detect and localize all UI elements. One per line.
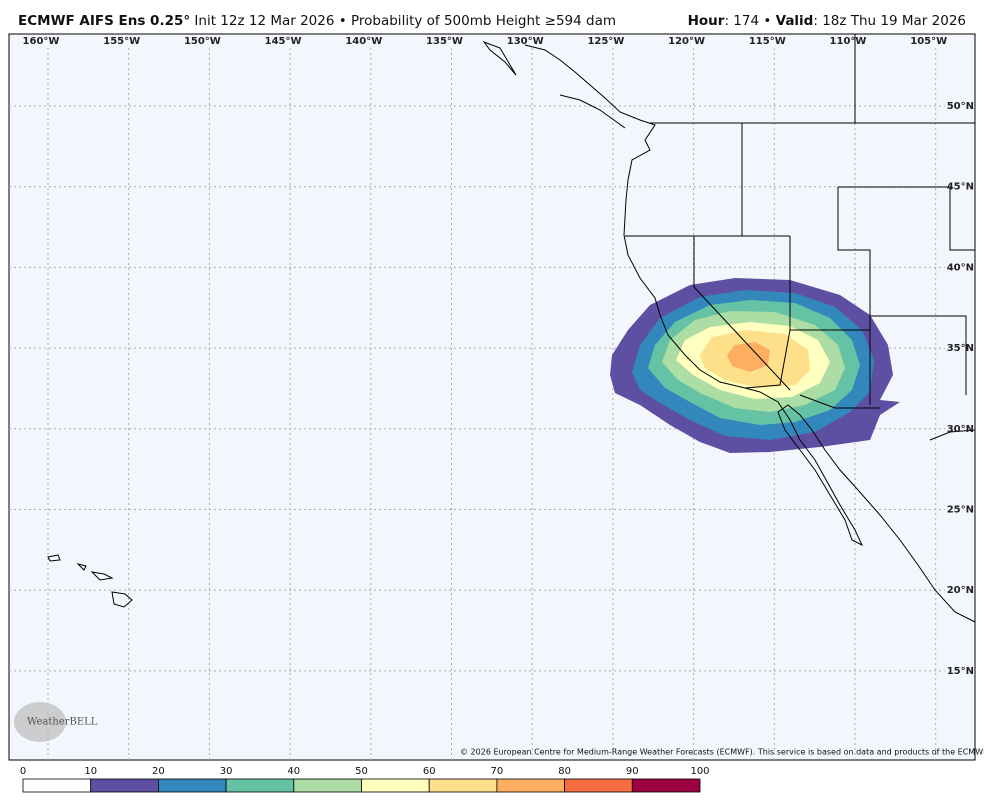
colorbar-swatch <box>225 778 295 793</box>
colorbar-swatch <box>293 778 362 793</box>
header-left: ECMWF AIFS Ens 0.25° Init 12z 12 Mar 202… <box>18 13 616 29</box>
colorbar-tick: 70 <box>491 766 504 777</box>
logo-globe <box>14 702 66 742</box>
lat-label: 45°N <box>947 182 974 193</box>
lon-label: 160°W <box>23 36 60 47</box>
lat-label: 50°N <box>947 101 974 112</box>
colorbar-tick: 20 <box>152 766 165 777</box>
probability-field <box>610 278 900 453</box>
colorbar-swatch <box>22 778 92 793</box>
valid-label: Valid <box>776 13 814 29</box>
colorbar-swatch <box>631 778 701 793</box>
description: Init 12z 12 Mar 2026 • Probability of 50… <box>194 13 616 29</box>
colorbar-tick: 10 <box>84 766 97 777</box>
hour-value: : 174 • <box>724 13 771 29</box>
lat-label: 15°N <box>947 666 974 677</box>
colorbar-tick: 80 <box>558 766 571 777</box>
logo: WeatherBELL <box>27 717 98 728</box>
graticule <box>9 48 945 760</box>
colorbar-tick: 40 <box>287 766 300 777</box>
lon-label: 145°W <box>265 36 302 47</box>
lat-label: 35°N <box>947 343 974 354</box>
lon-label: 140°W <box>345 36 382 47</box>
prob-70 <box>727 342 770 372</box>
model: ECMWF AIFS Ens 0.25° <box>18 13 190 29</box>
lon-label: 110°W <box>830 36 867 47</box>
colorbar-swatch <box>157 778 227 793</box>
colorbar-swatch <box>496 778 565 793</box>
colorbar-swatch <box>361 778 430 793</box>
lon-label: 115°W <box>749 36 786 47</box>
lon-label: 135°W <box>426 36 463 47</box>
colorbar-tick: 30 <box>220 766 233 777</box>
lat-label: 20°N <box>947 585 974 596</box>
header-right: Hour: 174 • Valid: 18z Thu 19 Mar 2026 <box>688 13 966 29</box>
copyright: © 2026 European Centre for Medium-Range … <box>460 748 984 757</box>
hour-label: Hour <box>688 13 725 29</box>
coastlines <box>47 34 976 623</box>
lon-label: 105°W <box>910 36 947 47</box>
colorbar-tick: 0 <box>20 766 26 777</box>
lon-label: 150°W <box>184 36 221 47</box>
colorbar-tick: 90 <box>626 766 639 777</box>
lon-label: 120°W <box>668 36 705 47</box>
valid-value: : 18z Thu 19 Mar 2026 <box>813 13 966 29</box>
lat-label: 30°N <box>947 424 974 435</box>
colorbar-swatch <box>428 778 498 793</box>
lat-label: 25°N <box>947 505 974 516</box>
colorbar-tick: 100 <box>690 766 709 777</box>
lat-label: 40°N <box>947 262 974 273</box>
colorbar: 0 10 20 30 40 50 60 70 80 90 100 <box>20 766 710 793</box>
lon-label: 125°W <box>587 36 624 47</box>
colorbar-tick: 60 <box>423 766 436 777</box>
colorbar-swatch <box>90 778 159 793</box>
colorbar-swatch <box>564 778 633 793</box>
colorbar-tick: 50 <box>355 766 368 777</box>
lon-label: 130°W <box>507 36 544 47</box>
lon-label: 155°W <box>103 36 140 47</box>
